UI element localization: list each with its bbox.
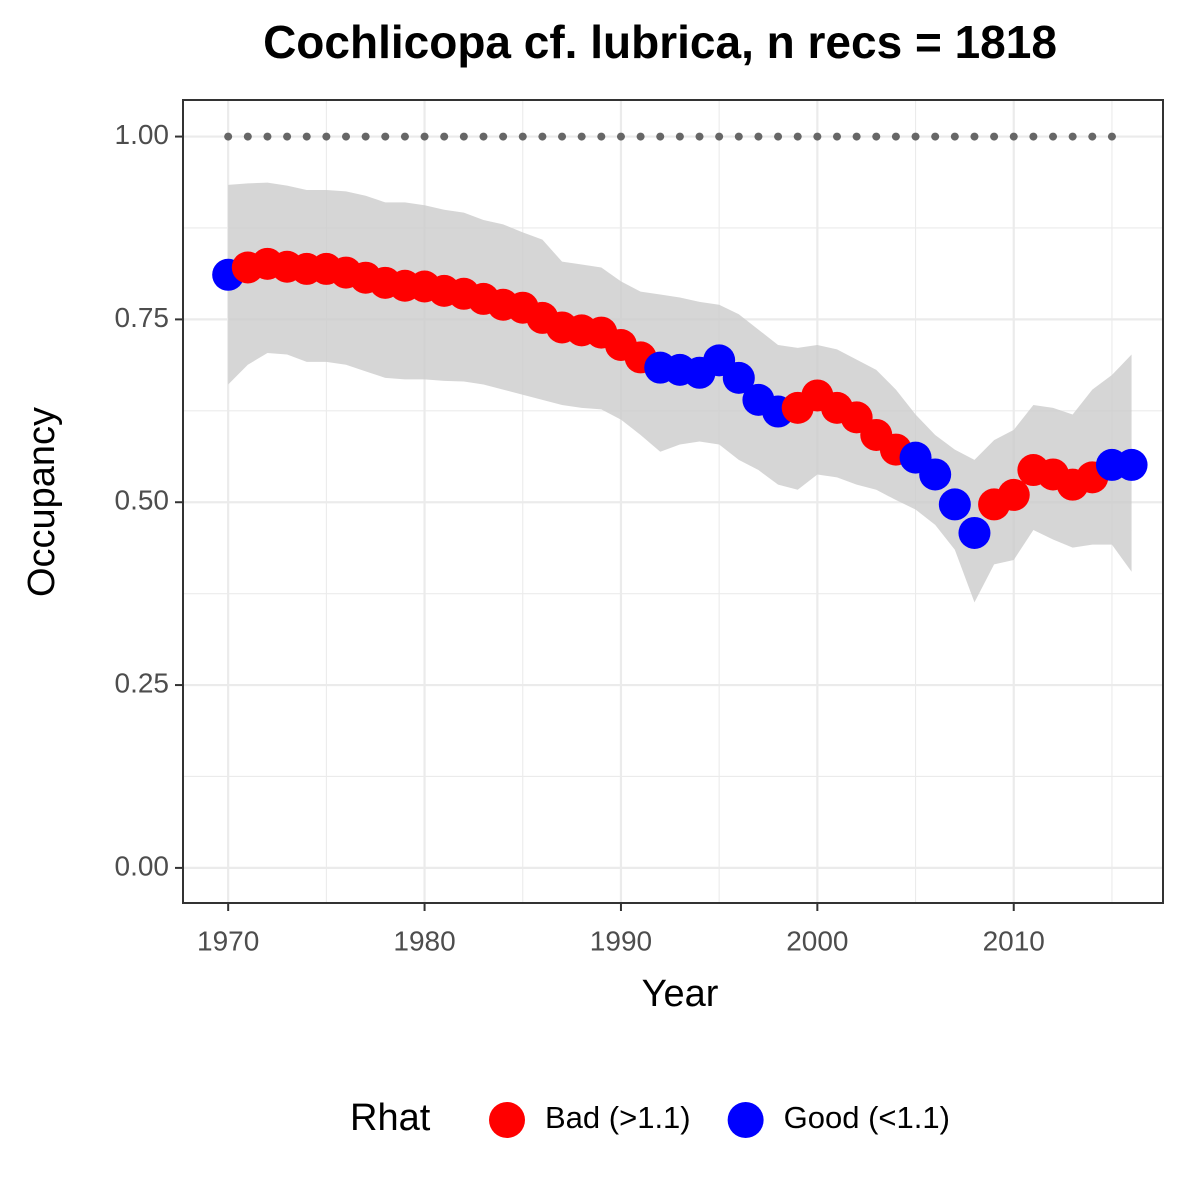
y-tick-label: 0.50 bbox=[115, 485, 170, 516]
reference-dot bbox=[990, 132, 999, 141]
data-point bbox=[1115, 448, 1148, 481]
reference-dot bbox=[1107, 132, 1116, 141]
reference-dot bbox=[832, 132, 841, 141]
reference-dot bbox=[1088, 132, 1097, 141]
x-tick-label: 1980 bbox=[393, 925, 455, 956]
x-tick-label: 1970 bbox=[197, 925, 259, 956]
reference-dot bbox=[479, 132, 488, 141]
x-axis-title: Year bbox=[642, 973, 719, 1015]
reference-dot bbox=[774, 132, 783, 141]
data-point bbox=[722, 361, 755, 394]
reference-dot bbox=[715, 132, 724, 141]
reference-dot bbox=[1068, 132, 1077, 141]
reference-dot bbox=[872, 132, 881, 141]
reference-dot bbox=[1049, 132, 1058, 141]
reference-dot bbox=[440, 132, 449, 141]
data-point bbox=[958, 516, 991, 549]
reference-dot bbox=[891, 132, 900, 141]
reference-dot bbox=[970, 132, 979, 141]
reference-dot bbox=[302, 132, 311, 141]
reference-dot bbox=[577, 132, 586, 141]
reference-dot bbox=[499, 132, 508, 141]
x-tick-label: 1990 bbox=[590, 925, 652, 956]
legend-title: Rhat bbox=[350, 1097, 431, 1139]
reference-dot bbox=[243, 132, 252, 141]
reference-dot bbox=[518, 132, 527, 141]
reference-dot bbox=[558, 132, 567, 141]
reference-dot bbox=[322, 132, 331, 141]
y-tick-label: 0.25 bbox=[115, 667, 170, 698]
data-point bbox=[997, 478, 1030, 511]
y-axis-title: Occupancy bbox=[21, 407, 63, 597]
reference-dot bbox=[695, 132, 704, 141]
reference-dot bbox=[538, 132, 547, 141]
reference-dot bbox=[361, 132, 370, 141]
reference-dot bbox=[342, 132, 351, 141]
panel-border bbox=[182, 99, 1164, 904]
reference-dot bbox=[597, 132, 606, 141]
x-tick-label: 2000 bbox=[786, 925, 848, 956]
reference-dot bbox=[1009, 132, 1018, 141]
chart-title: Cochlicopa cf. lubrica, n recs = 1818 bbox=[263, 16, 1057, 68]
reference-dot bbox=[950, 132, 959, 141]
reference-dot bbox=[931, 132, 940, 141]
legend-marker bbox=[727, 1102, 764, 1138]
y-tick-label: 0.75 bbox=[115, 302, 170, 333]
reference-dot bbox=[911, 132, 920, 141]
reference-dot bbox=[263, 132, 272, 141]
data-point bbox=[919, 458, 952, 491]
legend-marker bbox=[489, 1102, 525, 1138]
reference-dot bbox=[754, 132, 763, 141]
reference-dot bbox=[852, 132, 861, 141]
reference-dot bbox=[793, 132, 802, 141]
reference-dot bbox=[734, 132, 743, 141]
legend-label: Good (<1.1) bbox=[784, 1100, 950, 1135]
data-point bbox=[938, 488, 971, 521]
reference-dot bbox=[675, 132, 684, 141]
reference-dot bbox=[400, 132, 409, 141]
reference-dot bbox=[420, 132, 429, 141]
reference-dot bbox=[813, 132, 822, 141]
reference-dot bbox=[381, 132, 390, 141]
confidence-ribbon bbox=[228, 182, 1132, 603]
reference-dot bbox=[616, 132, 625, 141]
legend-label: Bad (>1.1) bbox=[545, 1100, 691, 1135]
reference-dot bbox=[224, 132, 233, 141]
y-tick-label: 0.00 bbox=[115, 850, 170, 881]
reference-dot bbox=[283, 132, 292, 141]
reference-dot bbox=[636, 132, 645, 141]
reference-dot bbox=[459, 132, 468, 141]
x-tick-label: 2010 bbox=[983, 925, 1045, 956]
reference-dot bbox=[1029, 132, 1038, 141]
y-tick-label: 1.00 bbox=[115, 119, 170, 150]
reference-dot bbox=[656, 132, 665, 141]
